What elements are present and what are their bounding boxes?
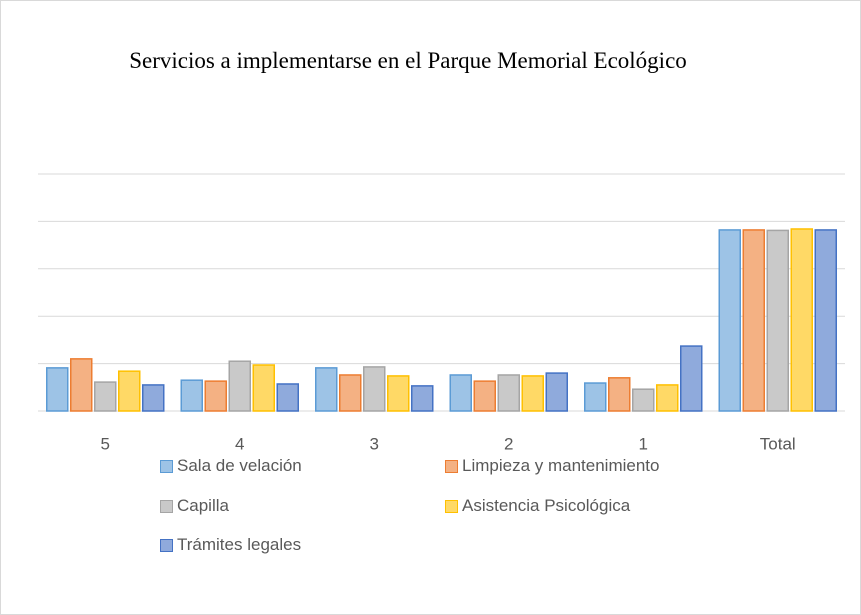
x-tick-label: 2: [504, 434, 513, 453]
bar: [142, 384, 165, 412]
legend-label: Asistencia Psicológica: [462, 496, 631, 515]
bar: [656, 384, 679, 412]
legend-item: Asistencia Psicológica: [445, 496, 630, 516]
legend-item: Sala de velación: [160, 456, 302, 476]
bar: [363, 366, 386, 412]
legend-label: Sala de velación: [177, 456, 302, 475]
bar: [814, 229, 837, 412]
legend-swatch: [160, 499, 173, 513]
bar: [449, 374, 472, 412]
bar: [521, 375, 544, 412]
x-tick-label: 3: [370, 434, 379, 453]
bar: [204, 380, 227, 412]
bar: [766, 229, 789, 412]
legend-swatch: [445, 459, 458, 473]
x-tick-label: Total: [760, 434, 796, 453]
legend-swatch: [160, 459, 173, 473]
legend-item: Capilla: [160, 496, 229, 516]
bar: [632, 388, 655, 412]
bar: [118, 370, 141, 412]
bar: [94, 381, 117, 412]
bar: [584, 382, 607, 412]
bar: [387, 375, 410, 412]
bar: [228, 360, 251, 412]
bar: [608, 377, 631, 412]
bar: [70, 358, 93, 412]
bar: [180, 379, 203, 412]
bar: [718, 229, 741, 412]
bar: [252, 364, 275, 412]
legend-label: Capilla: [177, 496, 229, 515]
bar: [545, 372, 568, 412]
legend-label: Limpieza y mantenimiento: [462, 456, 660, 475]
bar: [790, 228, 813, 412]
bar: [276, 383, 299, 412]
bar: [473, 380, 496, 412]
chart-title: Servicios a implementarse en el Parque M…: [129, 48, 687, 73]
legend-item: Trámites legales: [160, 535, 301, 555]
bar: [680, 345, 703, 412]
legend-label: Trámites legales: [177, 535, 302, 554]
bar: [742, 229, 765, 412]
x-tick-label: 5: [101, 434, 110, 453]
bar: [339, 374, 362, 412]
x-tick-label: 1: [639, 434, 648, 453]
bar: [315, 367, 338, 412]
legend-item: Limpieza y mantenimiento: [445, 456, 659, 476]
bar: [497, 374, 520, 412]
bar: [46, 367, 69, 412]
legend-swatch: [445, 499, 458, 513]
bar: [411, 385, 434, 412]
legend-swatch: [160, 538, 173, 552]
x-tick-label: 4: [235, 434, 244, 453]
